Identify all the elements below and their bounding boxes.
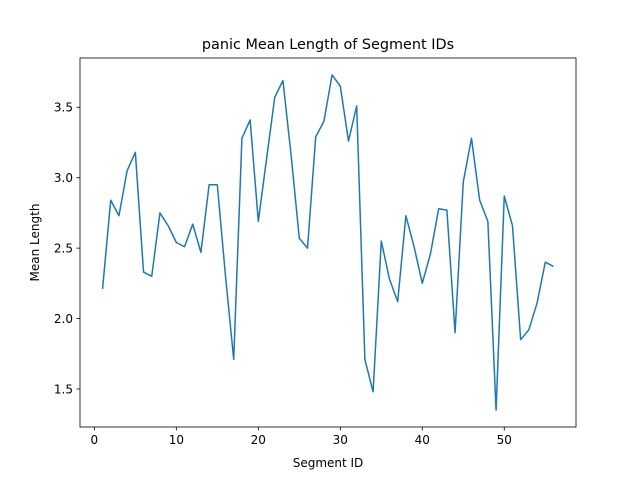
x-tick-label: 50 bbox=[497, 433, 512, 447]
y-tick-label: 3.0 bbox=[54, 171, 73, 185]
y-tick-label: 2.0 bbox=[54, 312, 73, 326]
y-tick-label: 3.5 bbox=[54, 101, 73, 115]
series-line-0 bbox=[101, 74, 554, 411]
y-tick-label: 2.5 bbox=[54, 241, 73, 255]
y-tick-label: 1.5 bbox=[54, 382, 73, 396]
x-tick-label: 30 bbox=[333, 433, 348, 447]
x-tick-label: 10 bbox=[169, 433, 184, 447]
plot-area bbox=[101, 74, 554, 411]
x-tick-label: 0 bbox=[91, 433, 99, 447]
x-tick-label: 40 bbox=[415, 433, 430, 447]
x-tick-label: 20 bbox=[251, 433, 266, 447]
chart-title: panic Mean Length of Segment IDs bbox=[202, 37, 454, 53]
x-axis-label: Segment ID bbox=[293, 456, 364, 470]
y-axis-label: Mean Length bbox=[28, 204, 42, 282]
axes-frame bbox=[79, 57, 577, 428]
